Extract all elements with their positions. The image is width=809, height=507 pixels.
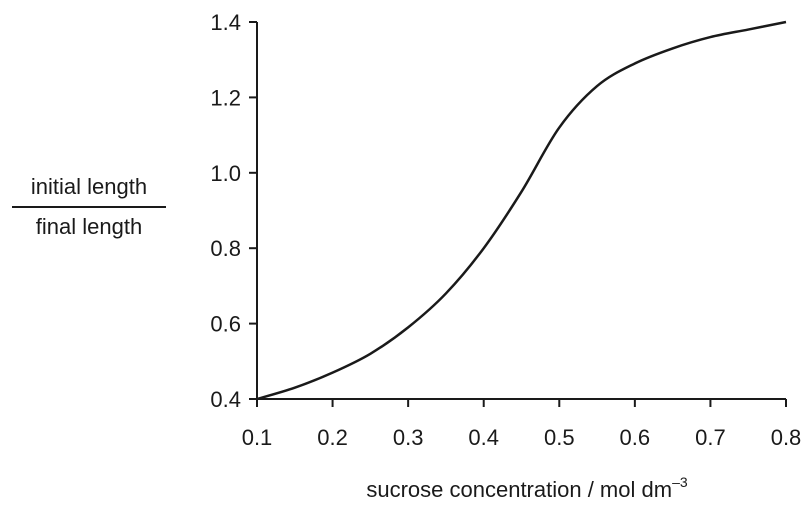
y-tick-label: 1.4	[210, 10, 241, 35]
y-tick-label: 0.8	[210, 236, 241, 261]
series-line	[256, 20, 787, 401]
y-tick-label: 1.0	[210, 161, 241, 186]
y-ticks: 0.4 0.6 0.8 1.0 1.2 1.4	[210, 10, 257, 412]
series	[256, 20, 787, 401]
y-tick-label: 0.4	[210, 387, 241, 412]
y-axis-title: initial length final length	[12, 174, 166, 239]
x-tick-label: 0.8	[771, 425, 802, 450]
x-axis-title-superscript: –3	[672, 474, 688, 490]
x-axis-title-text: sucrose concentration / mol dm	[366, 477, 672, 502]
x-tick-label: 0.5	[544, 425, 575, 450]
x-tick-label: 0.7	[695, 425, 726, 450]
x-tick-label: 0.3	[393, 425, 424, 450]
x-ticks: 0.1 0.2 0.3 0.4 0.5 0.6 0.7 0.8	[242, 399, 802, 450]
y-tick-label: 1.2	[210, 85, 241, 110]
x-axis-title: sucrose concentration / mol dm–3	[366, 474, 687, 502]
x-tick-label: 0.6	[620, 425, 651, 450]
x-tick-label: 0.2	[317, 425, 348, 450]
y-axis-title-denominator: final length	[36, 214, 142, 239]
y-tick-label: 0.6	[210, 312, 241, 337]
y-axis-title-numerator: initial length	[31, 174, 147, 199]
x-tick-label: 0.4	[468, 425, 499, 450]
x-tick-label: 0.1	[242, 425, 273, 450]
axes	[256, 22, 786, 400]
